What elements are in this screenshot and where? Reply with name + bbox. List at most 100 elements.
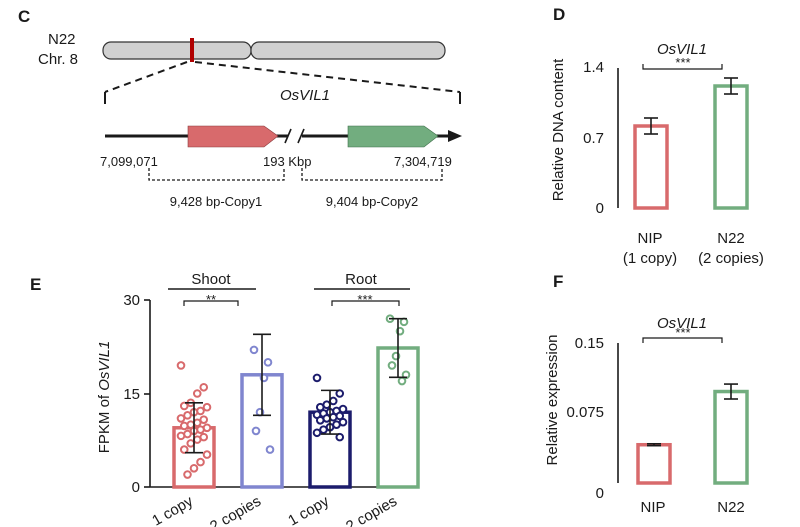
panel-c-label: C	[18, 7, 30, 26]
panel-e-point	[196, 425, 205, 434]
panel-e-point	[399, 317, 409, 327]
gene-name: OsVIL1	[280, 87, 330, 104]
end-coordinate: 7,304,719	[394, 154, 452, 169]
panel-d-cat-name-1: NIP	[637, 230, 662, 247]
panel-e-point	[199, 382, 209, 392]
panel-e-point	[176, 414, 186, 423]
panel-e-ytick-2: 30	[123, 292, 140, 309]
panel-f-cat-2: N22	[717, 499, 745, 516]
panel-e-point	[189, 464, 199, 473]
panel-e-ylabel: FPKM of OsVIL1	[96, 341, 113, 454]
panel-e-point	[199, 415, 209, 424]
panel-e-point	[401, 370, 411, 380]
panel-e-point	[251, 426, 261, 436]
panel-d-ylabel: Relative DNA content	[550, 58, 567, 201]
panel-e-label: E	[30, 275, 41, 294]
panel-d-bar-2	[713, 84, 749, 210]
panel-f-ytick-0: 0	[596, 485, 604, 502]
group-label-root: Root	[345, 271, 378, 288]
panel-e-point	[315, 402, 325, 412]
panel-e-ylabel-prefix: FPKM of	[96, 391, 113, 454]
panel-e-point	[265, 445, 275, 454]
panel-e-point	[192, 435, 202, 444]
chromosome-label: Chr. 8	[38, 51, 78, 68]
panel-e-sig-bracket-2	[331, 300, 400, 306]
panel-d-cat-sub-1: (1 copy)	[623, 250, 677, 267]
copy1-label: 9,428 bp-Copy1	[170, 194, 263, 209]
panel-e-point	[176, 431, 186, 441]
panel-e-point	[387, 361, 397, 370]
panel-d-bar-1	[633, 124, 669, 210]
panel-f-bar-2	[713, 389, 749, 485]
panel-e-point	[312, 428, 322, 438]
zoom-line-right	[194, 61, 461, 93]
panel-f-marks	[636, 383, 749, 485]
panel-e-ytick-1: 15	[123, 386, 140, 403]
chromosome-arm-left	[102, 41, 252, 60]
panel-e-point	[328, 396, 338, 406]
panel-e-point	[196, 457, 205, 467]
group-label-shoot: Shoot	[191, 271, 231, 288]
gap-size: 193 Kbp	[263, 154, 311, 169]
gene-copy1	[187, 125, 279, 148]
panel-e-sig-1: **	[206, 292, 216, 307]
panel-d-ytick-2: 1.4	[583, 59, 604, 76]
panel-e-sig-bracket-1	[183, 300, 239, 306]
panel-e-ytick-0: 0	[132, 479, 140, 496]
panel-f-bar-1	[636, 442, 672, 485]
panel-e-marks	[172, 314, 420, 489]
panel-e-point	[328, 412, 338, 422]
copy1-bracket	[148, 168, 285, 181]
locus-marker	[190, 38, 194, 62]
chromosome-arm-right	[250, 41, 446, 60]
panel-e-point	[319, 425, 328, 434]
panel-e-point	[183, 411, 192, 420]
direction-arrow-icon	[448, 130, 462, 142]
panel-f-ytick-1: 0.075	[566, 404, 604, 421]
panel-f-sig: ***	[675, 325, 690, 340]
panel-e-point	[196, 406, 205, 416]
panel-f: F Relative expression OsVIL1 *** 0 0.075…	[544, 272, 749, 516]
panel-e-point	[186, 439, 196, 448]
panel-d-title: OsVIL1	[657, 41, 707, 58]
zoom-line-left	[104, 61, 188, 93]
panel-f-cat-1: NIP	[640, 499, 665, 516]
panel-e-point	[312, 373, 322, 383]
panel-e-point	[335, 432, 345, 442]
break-mark-2	[297, 128, 305, 144]
panel-d-cat-sub-2: (2 copies)	[698, 250, 764, 267]
panel-e-point	[202, 450, 212, 459]
panel-e-xlabel-4: 2 copies	[343, 493, 400, 527]
panel-e-point	[179, 421, 189, 431]
panel-e-point	[335, 389, 345, 398]
panel-e-sig-2: ***	[357, 292, 372, 307]
panel-e-point	[176, 361, 186, 370]
copy2-bracket	[301, 168, 443, 181]
panel-e-point	[179, 445, 189, 454]
panel-c: C N22 Chr. 8 OsVIL1 7,099,071 193 Kbp 7,…	[18, 7, 462, 209]
break-mark-1	[284, 128, 292, 144]
panel-f-sig-bracket	[642, 337, 723, 343]
panel-e-point	[263, 358, 273, 367]
panel-e-xlabel-2: 2 copies	[207, 493, 264, 527]
copy2-label: 9,404 bp-Copy2	[326, 194, 419, 209]
panel-e-ylabel-gene: OsVIL1	[96, 341, 113, 391]
panel-e-point	[202, 402, 212, 412]
panel-d-marks	[633, 77, 749, 210]
panel-e-xlabel-3: 1 copy	[285, 492, 332, 527]
panel-e-point	[192, 389, 202, 398]
gene-copy2	[347, 125, 439, 148]
panel-e-point	[397, 376, 407, 386]
panel-e-xlabel-1: 1 copy	[149, 492, 196, 527]
strain-label: N22	[48, 31, 76, 48]
panel-e-point	[315, 416, 325, 425]
panel-d: D Relative DNA content OsVIL1 *** 0 0.7 …	[550, 5, 764, 267]
panel-e: E FPKM of OsVIL1 Shoot Root ** *** 0 15 …	[30, 271, 420, 527]
panel-e-point	[179, 401, 189, 411]
panel-d-label: D	[553, 5, 565, 24]
panel-e-point	[183, 470, 192, 479]
start-coordinate: 7,099,071	[100, 154, 158, 169]
panel-f-ytick-2: 0.15	[575, 335, 604, 352]
panel-d-sig: ***	[675, 55, 690, 70]
